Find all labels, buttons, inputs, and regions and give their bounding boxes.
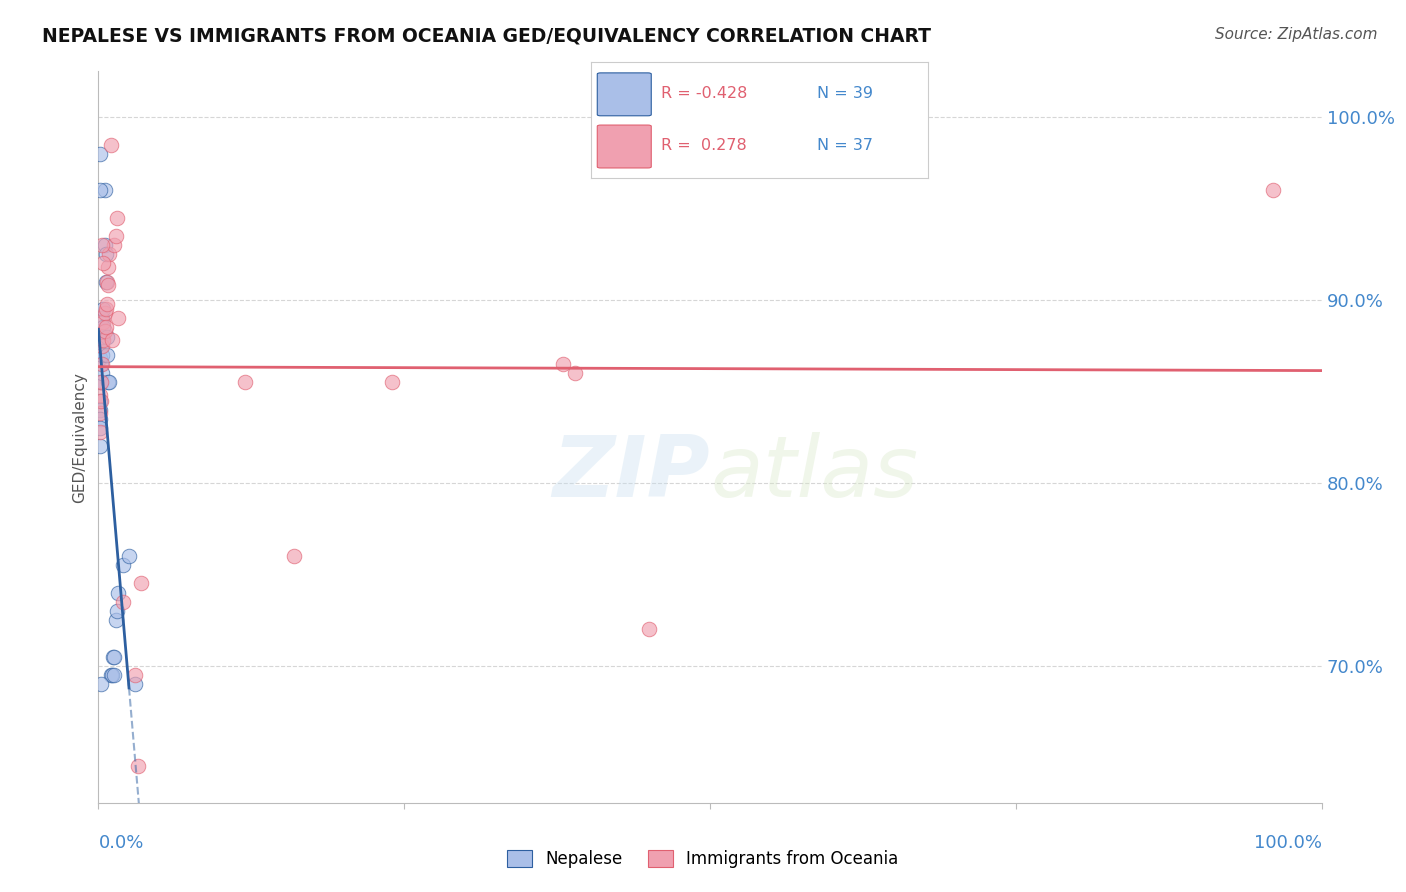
Point bbox=[98, 375, 121, 389]
Point bbox=[103, 667, 125, 681]
Point bbox=[91, 348, 114, 362]
Point bbox=[101, 333, 124, 347]
Point bbox=[90, 338, 112, 352]
Point bbox=[96, 348, 118, 362]
Point bbox=[564, 366, 586, 380]
Point bbox=[89, 425, 111, 439]
Point bbox=[89, 146, 111, 161]
Point bbox=[118, 549, 141, 563]
Point bbox=[101, 649, 124, 664]
Point bbox=[90, 357, 112, 371]
Point bbox=[93, 324, 115, 338]
Point bbox=[96, 329, 118, 343]
Text: N = 37: N = 37 bbox=[817, 138, 873, 153]
Text: N = 39: N = 39 bbox=[817, 87, 873, 102]
Point bbox=[91, 315, 114, 329]
FancyBboxPatch shape bbox=[598, 125, 651, 168]
Point bbox=[89, 388, 111, 402]
Point bbox=[89, 351, 111, 366]
Point bbox=[93, 238, 115, 252]
Point bbox=[89, 411, 111, 425]
Point bbox=[90, 393, 112, 408]
Point bbox=[90, 677, 112, 691]
Point bbox=[638, 622, 661, 636]
Point bbox=[91, 333, 114, 347]
Point bbox=[233, 375, 256, 389]
Point bbox=[97, 278, 120, 293]
Point bbox=[105, 604, 128, 618]
Point bbox=[127, 759, 149, 773]
Point bbox=[104, 228, 127, 243]
Point bbox=[94, 247, 117, 261]
Point bbox=[91, 238, 114, 252]
Point bbox=[98, 247, 121, 261]
Point bbox=[100, 667, 122, 681]
Point bbox=[91, 366, 114, 380]
Point bbox=[94, 301, 117, 316]
Text: R = -0.428: R = -0.428 bbox=[661, 87, 748, 102]
Point bbox=[101, 667, 124, 681]
Point bbox=[553, 357, 575, 371]
Point bbox=[91, 329, 114, 343]
Point bbox=[97, 260, 120, 274]
Point bbox=[89, 439, 111, 453]
Point bbox=[91, 357, 114, 371]
Legend: Nepalese, Immigrants from Oceania: Nepalese, Immigrants from Oceania bbox=[501, 843, 905, 875]
Point bbox=[91, 256, 114, 270]
Y-axis label: GED/Equivalency: GED/Equivalency bbox=[72, 372, 87, 502]
FancyBboxPatch shape bbox=[598, 73, 651, 116]
Text: 100.0%: 100.0% bbox=[1254, 834, 1322, 852]
Point bbox=[100, 137, 122, 152]
Point bbox=[107, 585, 129, 599]
Point bbox=[97, 375, 120, 389]
Point bbox=[104, 613, 127, 627]
Text: Source: ZipAtlas.com: Source: ZipAtlas.com bbox=[1215, 27, 1378, 42]
Point bbox=[91, 301, 114, 316]
Point bbox=[89, 402, 111, 417]
Point bbox=[381, 375, 404, 389]
Point bbox=[94, 320, 117, 334]
Point bbox=[96, 296, 118, 310]
Point bbox=[94, 275, 117, 289]
Point bbox=[103, 649, 125, 664]
Point bbox=[90, 375, 112, 389]
Text: 0.0%: 0.0% bbox=[98, 834, 143, 852]
Point bbox=[1261, 183, 1284, 197]
Point bbox=[96, 275, 118, 289]
Text: R =  0.278: R = 0.278 bbox=[661, 138, 747, 153]
Point bbox=[124, 677, 146, 691]
Point bbox=[105, 211, 128, 225]
Point bbox=[129, 576, 152, 591]
Point bbox=[89, 406, 111, 420]
Point bbox=[103, 238, 125, 252]
Point bbox=[91, 311, 114, 326]
Point bbox=[93, 183, 115, 197]
Point bbox=[89, 375, 111, 389]
Point bbox=[89, 333, 111, 347]
Point bbox=[111, 558, 134, 573]
Text: ZIP: ZIP bbox=[553, 432, 710, 516]
Point bbox=[91, 338, 114, 352]
Text: atlas: atlas bbox=[710, 432, 918, 516]
Point bbox=[111, 594, 134, 608]
Point bbox=[91, 320, 114, 334]
Point bbox=[89, 183, 111, 197]
Point bbox=[283, 549, 305, 563]
Point bbox=[89, 421, 111, 435]
Point bbox=[89, 393, 111, 408]
Point bbox=[90, 375, 112, 389]
Point bbox=[124, 667, 146, 681]
Point bbox=[93, 306, 115, 320]
Text: NEPALESE VS IMMIGRANTS FROM OCEANIA GED/EQUIVALENCY CORRELATION CHART: NEPALESE VS IMMIGRANTS FROM OCEANIA GED/… bbox=[42, 27, 931, 45]
Point bbox=[107, 311, 129, 326]
